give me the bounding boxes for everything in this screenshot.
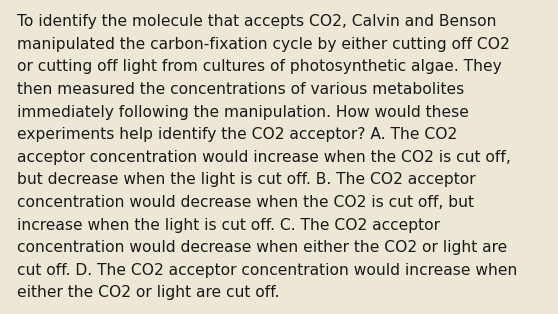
Text: manipulated the carbon-fixation cycle by either cutting off CO2: manipulated the carbon-fixation cycle by… bbox=[17, 37, 509, 52]
Text: but decrease when the light is cut off. B. The CO2 acceptor: but decrease when the light is cut off. … bbox=[17, 172, 475, 187]
Text: concentration would decrease when either the CO2 or light are: concentration would decrease when either… bbox=[17, 240, 507, 255]
Text: cut off. D. The CO2 acceptor concentration would increase when: cut off. D. The CO2 acceptor concentrati… bbox=[17, 263, 517, 278]
Text: concentration would decrease when the CO2 is cut off, but: concentration would decrease when the CO… bbox=[17, 195, 474, 210]
Text: To identify the molecule that accepts CO2, Calvin and Benson: To identify the molecule that accepts CO… bbox=[17, 14, 496, 29]
Text: either the CO2 or light are cut off.: either the CO2 or light are cut off. bbox=[17, 285, 279, 300]
Text: immediately following the manipulation. How would these: immediately following the manipulation. … bbox=[17, 105, 469, 120]
Text: or cutting off light from cultures of photosynthetic algae. They: or cutting off light from cultures of ph… bbox=[17, 59, 502, 74]
Text: increase when the light is cut off. C. The CO2 acceptor: increase when the light is cut off. C. T… bbox=[17, 218, 440, 233]
Text: experiments help identify the CO2 acceptor? A. The CO2: experiments help identify the CO2 accept… bbox=[17, 127, 457, 142]
Text: acceptor concentration would increase when the CO2 is cut off,: acceptor concentration would increase wh… bbox=[17, 150, 511, 165]
Text: then measured the concentrations of various metabolites: then measured the concentrations of vari… bbox=[17, 82, 464, 97]
